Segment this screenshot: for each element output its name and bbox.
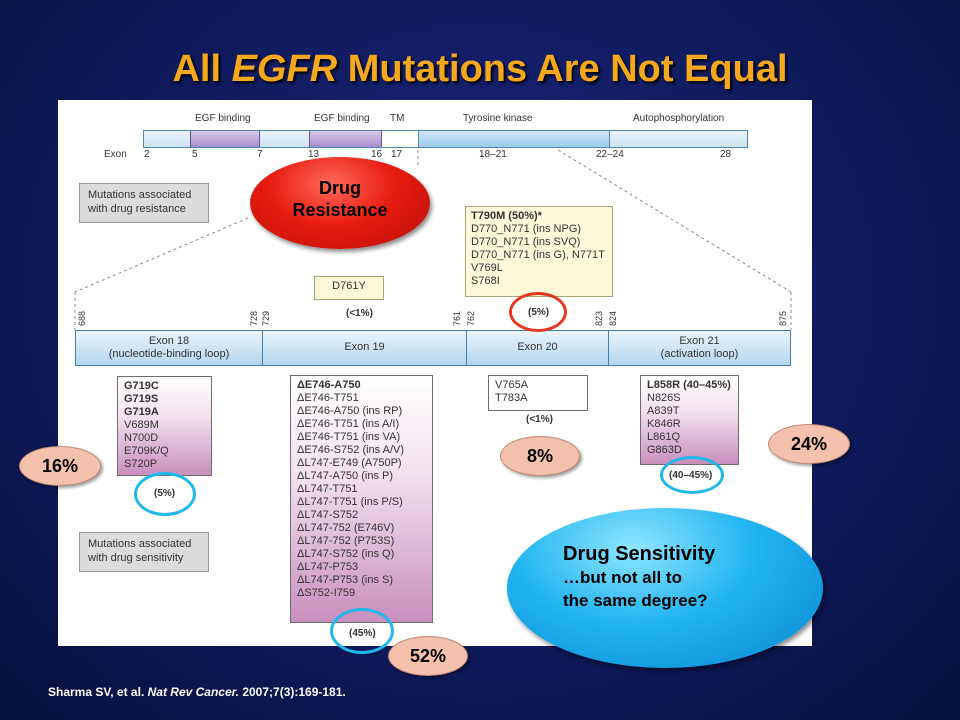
exon-number: 17	[391, 149, 403, 160]
exon-number: 2	[144, 149, 150, 160]
domain-label-autophos: Autophosphorylation	[633, 113, 725, 124]
exon19-highlight-ring	[330, 608, 394, 654]
exon-number: 16	[371, 149, 383, 160]
residue-tick: 729	[261, 310, 271, 326]
residue-tick: 875	[778, 310, 788, 326]
residue-tick: 824	[608, 310, 618, 326]
residue-tick: 728	[249, 310, 259, 326]
exon19-mutations: ΔE746-A750 ΔE746-T751 ΔE746-A750 (ins RP…	[290, 375, 433, 623]
exon21-mutations: L858R (40–45%) N826S A839T K846R L861Q G…	[640, 375, 739, 465]
exon-number: 13	[308, 149, 320, 160]
domain-label-egf1: EGF binding	[195, 113, 251, 124]
residue-tick: 761	[452, 310, 462, 326]
egfr-diagram-panel: EGF binding EGF binding TM Tyrosine kina…	[58, 100, 812, 646]
egf-domain-1	[190, 131, 260, 147]
exon-number: 5	[192, 149, 198, 160]
tm-domain	[382, 131, 418, 147]
domain-label-egf2: EGF binding	[314, 113, 370, 124]
pct-52-callout: 52%	[388, 636, 468, 676]
tk-domain	[418, 131, 610, 147]
exon20-pct: (<1%)	[526, 414, 553, 425]
legend-resistance: Mutations associated with drug resistance	[79, 183, 209, 223]
pct-24-callout: 24%	[768, 424, 850, 464]
pct-8-callout: 8%	[500, 436, 580, 476]
pct-16-callout: 16%	[19, 446, 101, 486]
d761y-pct: (<1%)	[346, 308, 373, 319]
domain-label-tk: Tyrosine kinase	[463, 113, 533, 124]
legend-sensitivity: Mutations associated with drug sensitivit…	[79, 532, 209, 572]
exon-number: 28	[720, 149, 732, 160]
exon-row-label: Exon	[104, 149, 127, 160]
drug-sensitivity-callout: Drug Sensitivity …but not all to the sam…	[507, 508, 823, 668]
domain-label-tm: TM	[390, 113, 405, 124]
residue-tick: 823	[594, 310, 604, 326]
residue-tick: 762	[466, 310, 476, 326]
residue-tick: 688	[77, 310, 87, 326]
egf-domain-2	[309, 131, 382, 147]
exon18-highlight-ring	[134, 472, 196, 516]
exon21-cell: Exon 21 (activation loop)	[660, 335, 739, 360]
zoom-lines	[74, 149, 792, 330]
exon-number: 7	[257, 149, 263, 160]
gene-name: EGFR	[231, 48, 338, 90]
exon21-highlight-ring	[660, 456, 724, 494]
exon20-highlight-ring	[509, 292, 567, 332]
exon19-cell: Exon 19	[263, 331, 467, 365]
exon-bar: Exon 18 (nucleotide-binding loop) Exon 19…	[75, 330, 791, 366]
exon20-mutations: V765A T783A	[488, 375, 588, 411]
gene-map-bar	[143, 130, 748, 148]
exon-number: 18–21	[479, 149, 507, 160]
exon-number: 22–24	[596, 149, 624, 160]
exon18-mutations: G719C G719S G719A V689M N700D E709K/Q S7…	[117, 376, 212, 476]
citation: Sharma SV, et al. Nat Rev Cancer. 2007;7…	[48, 685, 346, 699]
exon20-cell: Exon 20	[467, 331, 609, 365]
d761y-box: D761Y	[314, 276, 384, 300]
drug-resistance-callout: Drug Resistance	[250, 157, 430, 249]
resistance-mutation-box: T790M (50%)* D770_N771 (ins NPG) D770_N7…	[465, 206, 613, 297]
slide-title: All EGFR Mutations Are Not Equal	[172, 48, 788, 90]
exon18-cell: Exon 18 (nucleotide-binding loop)	[76, 331, 263, 365]
